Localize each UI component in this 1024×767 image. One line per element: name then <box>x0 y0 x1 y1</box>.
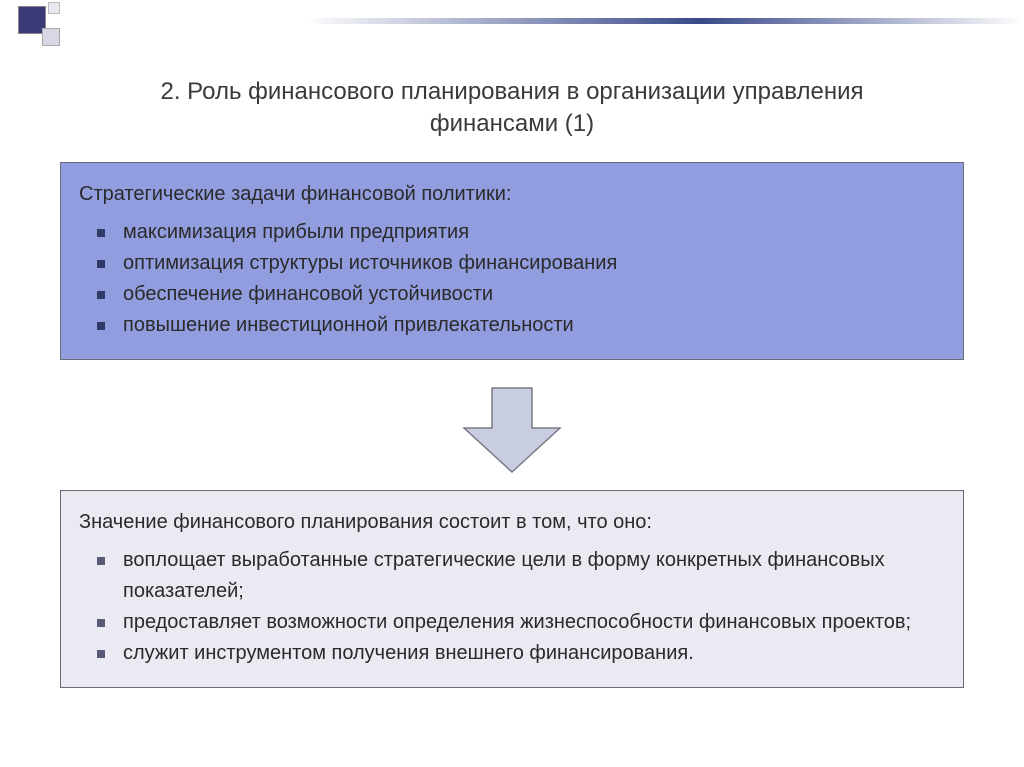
strategic-tasks-heading: Стратегические задачи финансовой политик… <box>79 179 945 209</box>
down-arrow-icon <box>452 380 572 480</box>
list-item: служит инструментом получения внешнего ф… <box>79 638 945 669</box>
slide: 2. Роль финансового планирования в орган… <box>0 0 1024 767</box>
list-item-text: оптимизация структуры источников финанси… <box>123 248 945 279</box>
header-gradient <box>304 18 1024 24</box>
strategic-tasks-box: Стратегические задачи финансовой политик… <box>60 162 964 360</box>
bullet-icon <box>97 291 105 299</box>
list-item-text: максимизация прибыли предприятия <box>123 217 945 248</box>
page-title: 2. Роль финансового планирования в орган… <box>0 76 1024 141</box>
list-item-text: служит инструментом получения внешнего ф… <box>123 638 945 669</box>
list-item: повышение инвестиционной привлекательнос… <box>79 310 945 341</box>
list-item: воплощает выработанные стратегические це… <box>79 545 945 607</box>
bullet-icon <box>97 229 105 237</box>
list-item-text: обеспечение финансовой устойчивости <box>123 279 945 310</box>
bullet-icon <box>97 619 105 627</box>
list-item: оптимизация структуры источников финанси… <box>79 248 945 279</box>
list-item: максимизация прибыли предприятия <box>79 217 945 248</box>
list-item-text: повышение инвестиционной привлекательнос… <box>123 310 945 341</box>
bullet-icon <box>97 557 105 565</box>
header-bar <box>0 0 1024 40</box>
list-item: обеспечение финансовой устойчивости <box>79 279 945 310</box>
bullet-icon <box>97 650 105 658</box>
bullet-icon <box>97 322 105 330</box>
decor-square-icon <box>48 2 60 14</box>
bullet-icon <box>97 260 105 268</box>
title-line1: 2. Роль финансового планирования в орган… <box>160 78 863 105</box>
decor-square-icon <box>42 28 60 46</box>
meaning-box: Значение финансового планирования состои… <box>60 490 964 688</box>
meaning-heading: Значение финансового планирования состои… <box>79 507 945 537</box>
list-item-text: предоставляет возможности определения жи… <box>123 607 945 638</box>
list-item: предоставляет возможности определения жи… <box>79 607 945 638</box>
list-item-text: воплощает выработанные стратегические це… <box>123 545 945 607</box>
title-line2: финансами (1) <box>430 110 594 137</box>
